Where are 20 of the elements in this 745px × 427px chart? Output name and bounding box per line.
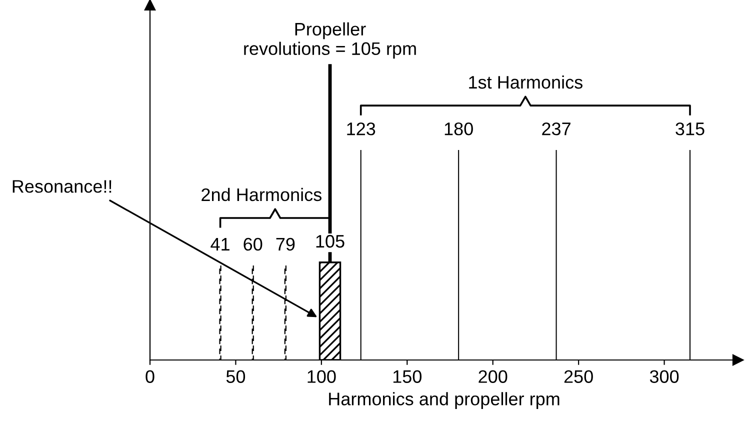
annotation: 1st Harmonics — [469, 75, 582, 89]
annotation: Resonance!! — [12, 180, 112, 193]
annotation: 60 — [244, 238, 262, 251]
annotation: 79 — [276, 238, 295, 251]
annotation: 105 — [316, 234, 344, 248]
x-tick-label: 200 — [478, 370, 508, 383]
x-tick-label: 50 — [226, 370, 246, 383]
annotation: 315 — [676, 122, 704, 136]
x-tick-label: 300 — [650, 370, 679, 383]
annotation: 2nd Harmonics — [202, 188, 322, 202]
annotation: 180 — [444, 122, 473, 136]
x-tick-label: 250 — [564, 370, 593, 383]
annotation: 237 — [542, 122, 570, 136]
annotation: Propeller revolutions = 105 rpm — [244, 22, 416, 59]
x-axis-title: Harmonics and propeller rpm — [329, 392, 560, 409]
x-tick-label: 150 — [393, 370, 422, 383]
x-tick-label: 100 — [308, 370, 336, 383]
x-tick-label: 0 — [146, 370, 154, 383]
annotation: 123 — [347, 122, 376, 136]
annotation: 41 — [210, 238, 230, 250]
